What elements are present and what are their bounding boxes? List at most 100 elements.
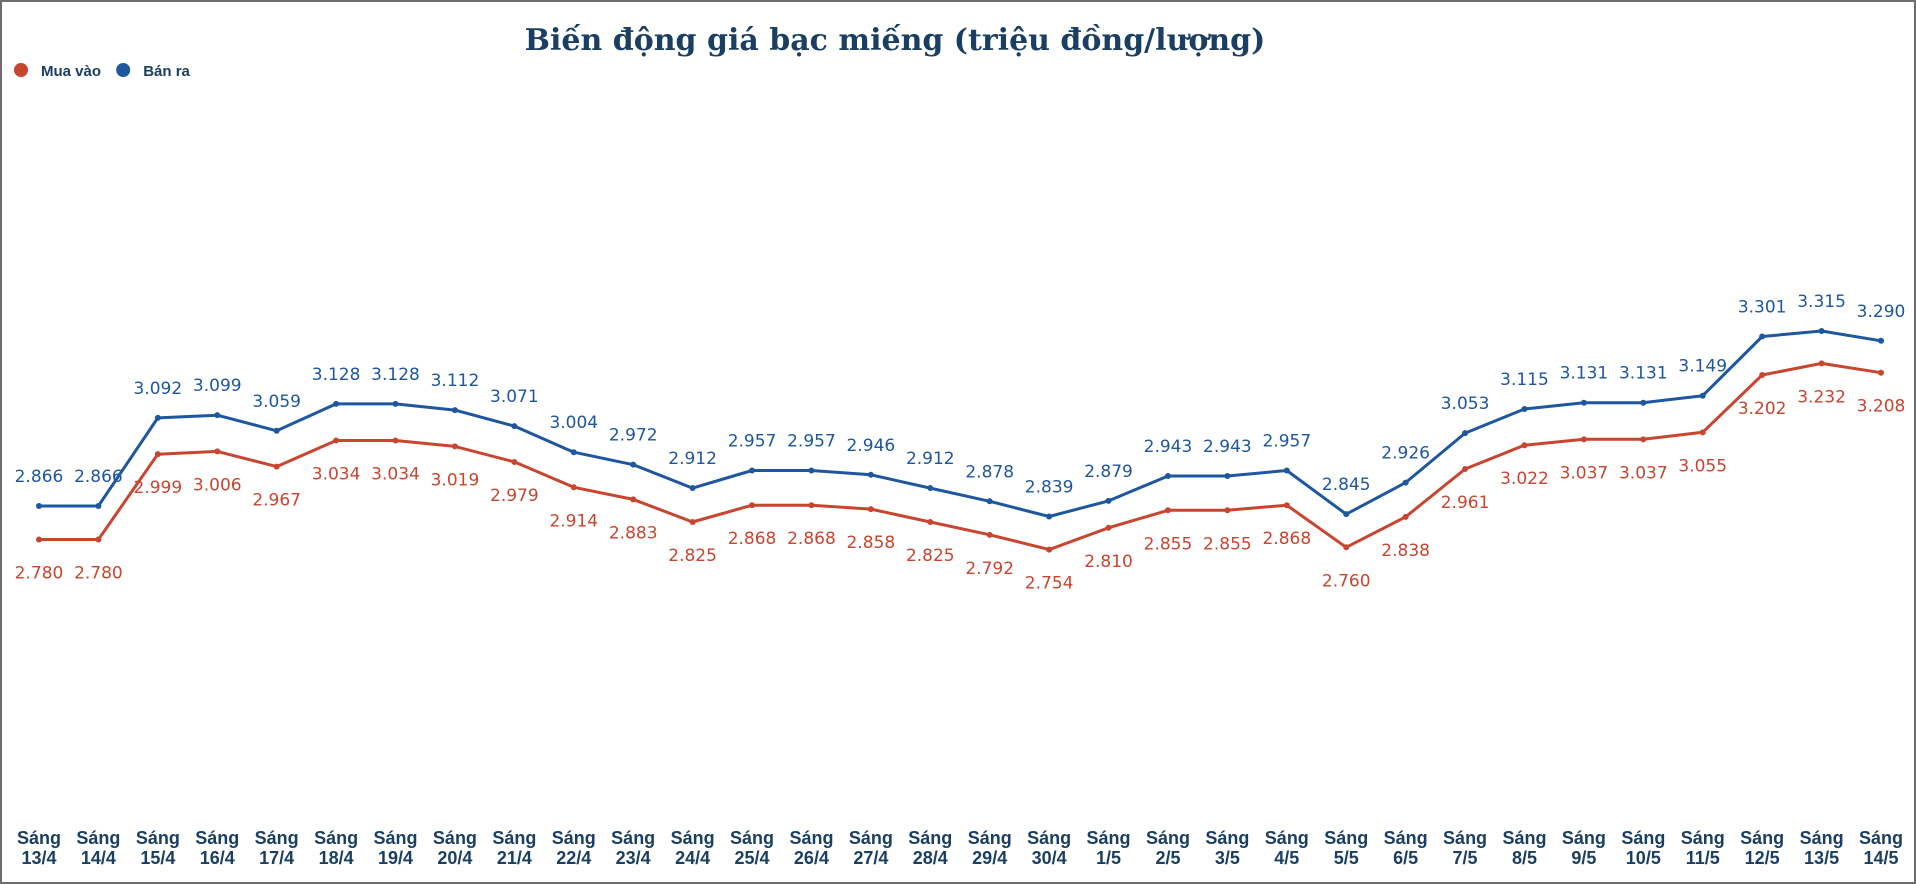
- data-point: [1462, 430, 1469, 437]
- data-point: [630, 496, 637, 503]
- data-point: [986, 531, 993, 538]
- data-label: 2.866: [15, 467, 64, 487]
- series-points: [36, 328, 1884, 553]
- x-tick-label: 17/4: [259, 848, 294, 868]
- data-point: [1343, 544, 1350, 551]
- x-tick-label: 1/5: [1096, 848, 1121, 868]
- data-label: 3.034: [371, 465, 420, 485]
- data-label: 3.037: [1560, 463, 1609, 483]
- x-tick-label: 8/5: [1512, 848, 1537, 868]
- data-point: [1878, 337, 1884, 344]
- data-label: 2.792: [965, 559, 1014, 579]
- data-label: 3.099: [193, 376, 242, 396]
- data-point: [273, 463, 280, 470]
- data-point: [392, 400, 399, 407]
- x-tick-label: Sáng: [1087, 828, 1131, 848]
- data-label: 2.810: [1084, 552, 1133, 572]
- data-label: 2.825: [906, 546, 955, 566]
- x-tick-label: Sáng: [1681, 828, 1725, 848]
- x-tick-label: Sáng: [314, 828, 358, 848]
- x-tick-label: Sáng: [1027, 828, 1071, 848]
- data-label: 2.868: [787, 529, 836, 549]
- data-point: [1759, 333, 1766, 340]
- data-label: 2.972: [609, 426, 658, 446]
- data-label: 3.301: [1738, 297, 1787, 317]
- data-point: [570, 449, 577, 456]
- x-tick-label: Sáng: [136, 828, 180, 848]
- data-point: [1402, 513, 1409, 520]
- data-label: 2.914: [549, 511, 598, 531]
- data-label: 2.780: [15, 564, 64, 584]
- data-point: [1878, 369, 1884, 376]
- x-tick-label: Sáng: [1502, 828, 1546, 848]
- x-tick-label: Sáng: [1146, 828, 1190, 848]
- value-labels: 2.780 2.780 2.999 3.006 2.967 3.034 3.034 3.019…: [15, 292, 1906, 594]
- x-tick-label: 21/4: [497, 848, 532, 868]
- x-tick-label: 14/4: [81, 848, 116, 868]
- x-tick-label: Sáng: [1621, 828, 1665, 848]
- series-lines: [39, 329, 1882, 552]
- data-point: [36, 536, 42, 543]
- legend-item: Bán ra: [116, 63, 191, 80]
- data-label: 2.868: [1262, 529, 1311, 549]
- data-point: [1521, 405, 1528, 412]
- data-label: 2.967: [252, 491, 301, 511]
- data-point: [1046, 513, 1053, 520]
- data-point: [214, 412, 221, 419]
- x-tick-label: 22/4: [556, 848, 591, 868]
- data-point: [95, 502, 102, 509]
- data-label: 2.979: [490, 486, 539, 506]
- data-point: [1224, 472, 1231, 479]
- data-label: 3.053: [1441, 394, 1490, 414]
- x-tick-label: Sáng: [1324, 828, 1368, 848]
- data-label: 2.754: [1025, 574, 1074, 594]
- x-tick-label: 19/4: [378, 848, 413, 868]
- x-tick-label: Sáng: [730, 828, 774, 848]
- data-point: [808, 502, 815, 509]
- x-tick-label: Sáng: [1443, 828, 1487, 848]
- x-tick-label: Sáng: [552, 828, 596, 848]
- legend-marker: [14, 63, 28, 77]
- x-tick-label: 3/5: [1215, 848, 1240, 868]
- data-point: [392, 437, 399, 444]
- data-point: [1759, 372, 1766, 379]
- legend: Mua vào Bán ra: [14, 63, 191, 80]
- data-point: [1164, 472, 1171, 479]
- x-tick-label: Sáng: [1859, 828, 1903, 848]
- x-tick-label: Sáng: [671, 828, 715, 848]
- data-label: 2.878: [965, 462, 1014, 482]
- data-point: [1283, 502, 1290, 509]
- legend-label: Mua vào: [41, 63, 101, 80]
- x-tick-label: Sáng: [968, 828, 1012, 848]
- data-label: 2.957: [728, 432, 777, 452]
- data-label: 3.128: [371, 365, 420, 385]
- data-label: 2.999: [134, 478, 183, 498]
- x-tick-label: Sáng: [908, 828, 952, 848]
- data-label: 3.034: [312, 465, 361, 485]
- data-point: [749, 467, 756, 474]
- data-label: 3.232: [1797, 387, 1846, 407]
- data-point: [1580, 399, 1587, 406]
- data-label: 3.022: [1500, 469, 1549, 489]
- data-label: 3.112: [431, 371, 480, 391]
- data-label: 2.760: [1322, 571, 1371, 591]
- data-point: [214, 448, 221, 455]
- data-label: 2.866: [74, 467, 123, 487]
- data-point: [333, 400, 340, 407]
- x-tick-label: Sáng: [1265, 828, 1309, 848]
- data-point: [1105, 524, 1112, 531]
- x-tick-label: Sáng: [849, 828, 893, 848]
- data-point: [1402, 479, 1409, 486]
- data-point: [273, 427, 280, 434]
- data-label: 3.055: [1678, 456, 1727, 476]
- data-point: [1699, 429, 1706, 436]
- data-point: [95, 536, 102, 543]
- data-label: 2.883: [609, 523, 658, 543]
- x-tick-label: 7/5: [1453, 848, 1478, 868]
- data-point: [36, 502, 42, 509]
- data-label: 2.855: [1144, 534, 1193, 554]
- data-point: [1640, 399, 1647, 406]
- data-label: 3.131: [1619, 364, 1668, 384]
- data-point: [867, 506, 874, 513]
